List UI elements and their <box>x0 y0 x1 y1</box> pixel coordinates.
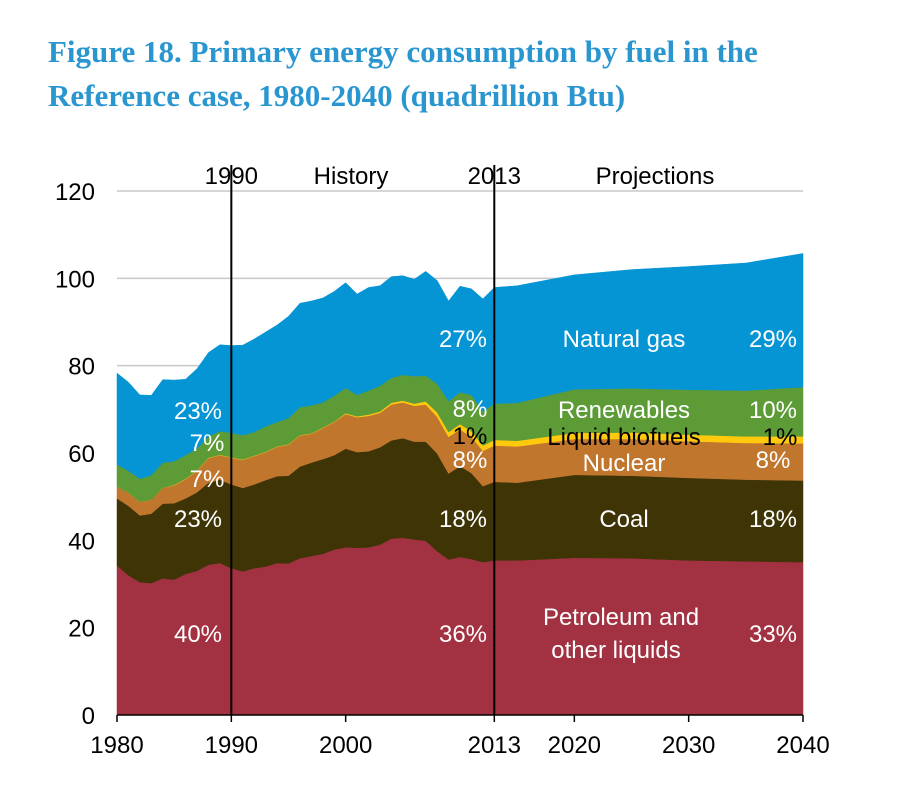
region-label-projections: Projections <box>596 163 715 190</box>
label-renewables: Renewables <box>557 397 691 424</box>
pct-2013-petroleum: 36% <box>438 621 488 648</box>
title-line-1: Figure 18. Primary energy consumption by… <box>48 34 758 69</box>
x-tick-label-2000: 2000 <box>319 732 372 759</box>
pct-2040-nuclear: 8% <box>755 447 791 474</box>
pct-2013-biofuels: 1% <box>452 423 488 450</box>
pct-2040-renewables: 10% <box>748 397 798 424</box>
area-natural-gas <box>116 253 804 480</box>
label-coal: Coal <box>599 506 649 533</box>
x-tick-label-1980: 1980 <box>90 732 143 759</box>
title-line-2: Reference case, 1980-2040 (quadrillion B… <box>48 78 626 113</box>
y-tick-label-0: 0 <box>82 703 95 730</box>
pct-2040-petroleum: 33% <box>748 621 798 648</box>
pct-1990-renewables: 7% <box>189 430 225 457</box>
divider-label-2013: 2013 <box>468 163 521 190</box>
label-petroleum-line-1: Petroleum and <box>542 604 700 631</box>
pct-1990-nuclear: 7% <box>189 466 225 493</box>
x-tick-label-2040: 2040 <box>776 732 829 759</box>
label-liquid-biofuels: Liquid biofuels <box>547 424 701 451</box>
label-petroleum-line-2: other liquids <box>551 637 681 664</box>
region-label-history: History <box>314 163 389 190</box>
x-tick-label-2013: 2013 <box>468 732 521 759</box>
divider-label-1990: 1990 <box>205 163 258 190</box>
x-tick-label-1990: 1990 <box>205 732 258 759</box>
label-nuclear: Nuclear <box>582 450 666 477</box>
label-natural-gas: Natural gas <box>562 326 686 353</box>
y-tick-label-120: 120 <box>55 179 95 206</box>
pct-1990-petroleum: 40% <box>173 621 223 648</box>
pct-2013-nuclear: 8% <box>452 447 488 474</box>
x-tick-label-2020: 2020 <box>548 732 601 759</box>
pct-1990-gas: 23% <box>173 398 223 425</box>
pct-2040-gas: 29% <box>748 326 798 353</box>
pct-2013-renewables: 8% <box>452 396 488 423</box>
y-tick-label-60: 60 <box>68 441 95 468</box>
chart-title: Figure 18. Primary energy consumption by… <box>48 30 758 118</box>
y-tick-label-20: 20 <box>68 616 95 643</box>
pct-2013-gas: 27% <box>438 326 488 353</box>
pct-2013-coal: 18% <box>438 506 488 533</box>
y-tick-label-100: 100 <box>55 266 95 293</box>
x-tick-label-2030: 2030 <box>662 732 715 759</box>
pct-2040-biofuels: 1% <box>762 424 798 451</box>
y-tick-label-40: 40 <box>68 528 95 555</box>
y-tick-label-80: 80 <box>68 354 95 381</box>
pct-1990-coal: 23% <box>173 506 223 533</box>
pct-2040-coal: 18% <box>748 506 798 533</box>
